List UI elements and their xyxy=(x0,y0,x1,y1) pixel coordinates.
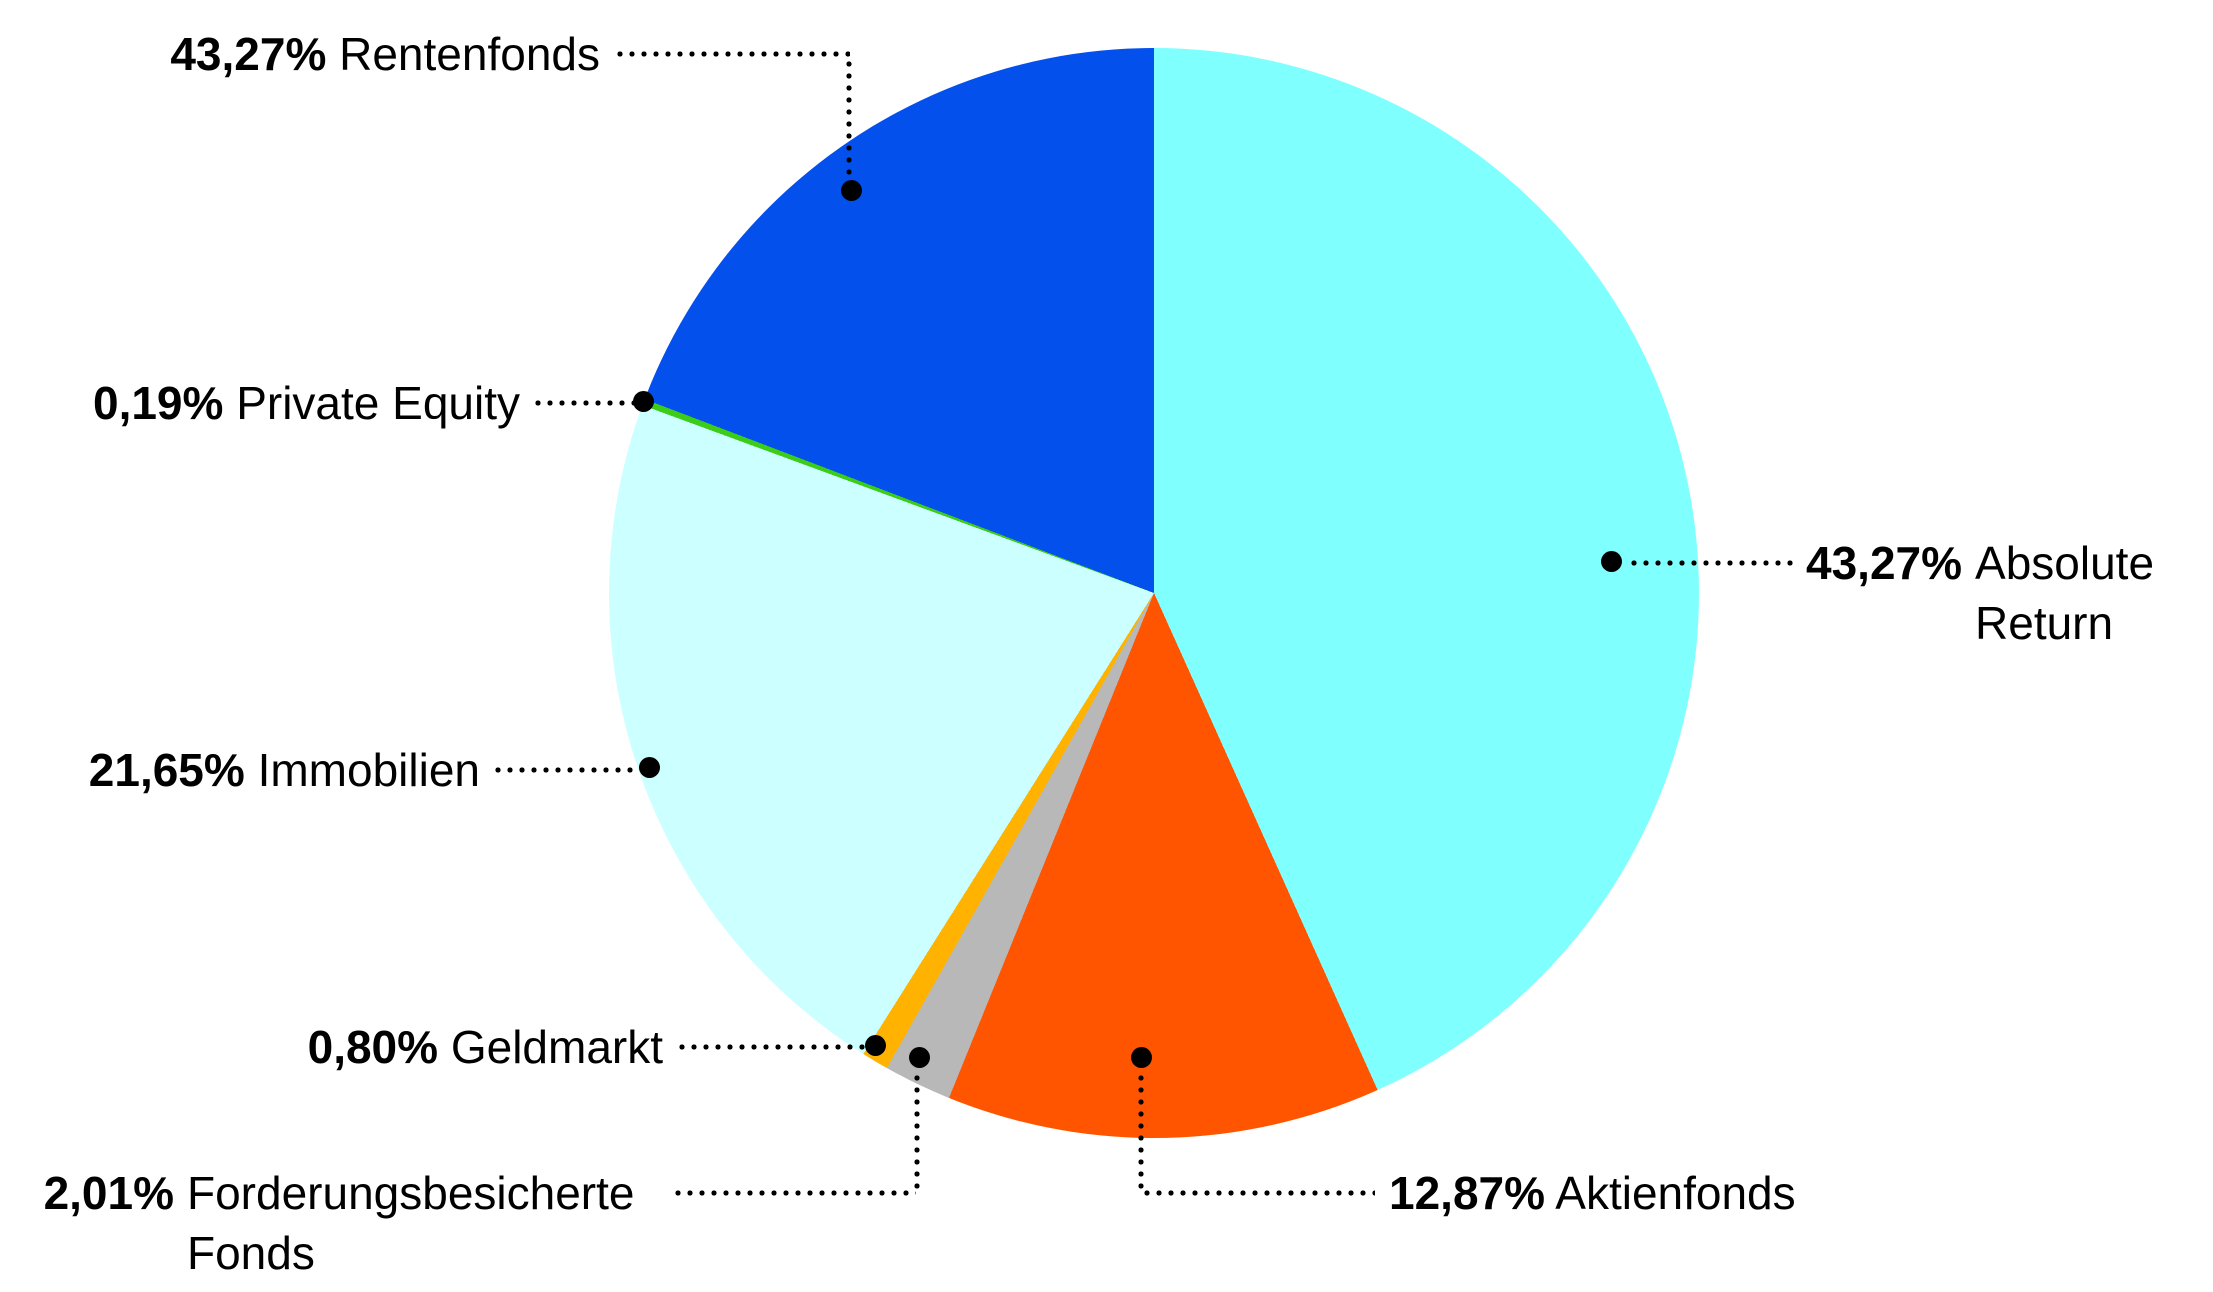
label-aktienfonds: 12,87% Aktienfonds xyxy=(1389,1163,1796,1223)
aktienfonds-dot xyxy=(1131,1047,1152,1068)
rentenfonds-percent: 43,27% xyxy=(170,28,327,80)
aktienfonds-percent: 12,87% xyxy=(1389,1167,1546,1219)
immobilien-leader-horizontal xyxy=(492,767,638,773)
rentenfonds-dot xyxy=(841,180,862,201)
private-equity-name: Private Equity xyxy=(236,377,520,429)
private-equity-leader-horizontal xyxy=(532,400,634,406)
forderungsbesicherte-leader-horizontal xyxy=(672,1190,916,1196)
private-equity-dot xyxy=(633,391,654,412)
immobilien-percent: 21,65% xyxy=(88,744,245,796)
rentenfonds-leader-vertical xyxy=(846,58,852,178)
forderungsbesicherte-name: Forderungsbesicherte Fonds xyxy=(187,1167,635,1279)
aktienfonds-leader-vertical xyxy=(1138,1072,1144,1190)
absolute-return-leader-horizontal xyxy=(1628,560,1798,566)
label-forderungsbesicherte-fonds: 2,01% Forderungsbesicherte Fonds xyxy=(44,1163,657,1283)
aktienfonds-name: Aktienfonds xyxy=(1555,1167,1796,1219)
label-geldmarkt: 0,80% Geldmarkt xyxy=(308,1017,663,1077)
immobilien-name: Immobilien xyxy=(257,744,480,796)
immobilien-dot xyxy=(639,757,660,778)
label-absolute-return: 43,27% Absolute Return xyxy=(1806,533,2175,653)
label-immobilien: 21,65% Immobilien xyxy=(89,740,480,800)
pie-chart xyxy=(609,48,1699,1138)
geldmarkt-dot xyxy=(865,1035,886,1056)
forderungsbesicherte-dot xyxy=(909,1047,930,1068)
label-rentenfonds: 43,27% Rentenfonds xyxy=(170,24,600,84)
absolute-return-dot xyxy=(1601,551,1622,572)
forderungsbesicherte-percent: 2,01% xyxy=(43,1167,174,1219)
label-private-equity: 0,19% Private Equity xyxy=(93,373,520,433)
geldmarkt-leader-horizontal xyxy=(676,1044,866,1050)
rentenfonds-leader-horizontal xyxy=(614,51,850,57)
absolute-return-percent: 43,27% xyxy=(1806,537,1963,589)
geldmarkt-name: Geldmarkt xyxy=(450,1021,663,1073)
forderungsbesicherte-leader-vertical xyxy=(914,1072,920,1190)
rentenfonds-name: Rentenfonds xyxy=(339,28,600,80)
aktienfonds-leader-horizontal xyxy=(1141,1190,1375,1196)
private-equity-percent: 0,19% xyxy=(92,377,224,429)
absolute-return-name: Absolute Return xyxy=(1975,537,2155,649)
geldmarkt-percent: 0,80% xyxy=(307,1021,439,1073)
